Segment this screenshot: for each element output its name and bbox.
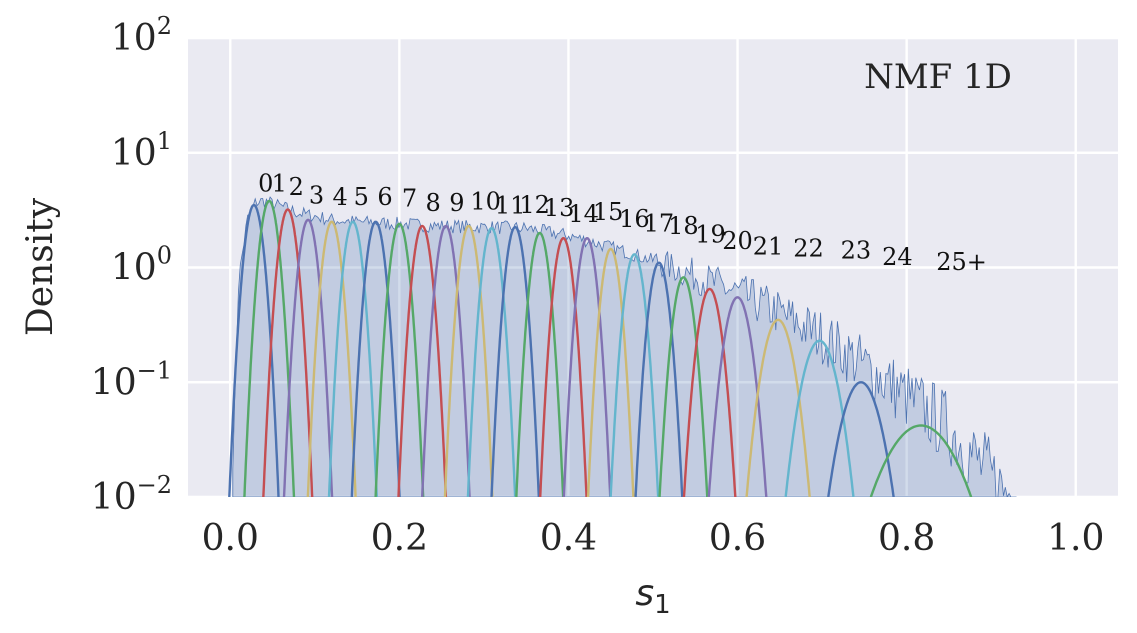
component-curve bbox=[262, 208, 314, 497]
annotation-label: NMF 1D bbox=[864, 57, 1012, 97]
component-label: 11 bbox=[495, 192, 526, 220]
component-curve bbox=[869, 424, 973, 497]
component-curve bbox=[658, 276, 709, 497]
component-label: 13 bbox=[544, 194, 575, 222]
component-label: 3 bbox=[309, 182, 324, 210]
component-curve bbox=[634, 261, 684, 497]
components-group bbox=[228, 199, 973, 497]
component-curve bbox=[306, 220, 357, 497]
component-curve bbox=[562, 236, 612, 497]
y-tick-label: 10−1 bbox=[91, 356, 172, 403]
x-axis-label: s1 bbox=[635, 573, 670, 620]
component-curve bbox=[707, 296, 768, 497]
component-curve bbox=[350, 220, 401, 497]
component-label: 7 bbox=[402, 185, 417, 213]
component-label: 17 bbox=[644, 210, 675, 238]
component-curve bbox=[586, 247, 635, 497]
component-curve bbox=[682, 287, 737, 497]
x-axis-subscript: 1 bbox=[654, 590, 671, 620]
component-label: 1 bbox=[272, 169, 287, 197]
component-curve bbox=[228, 203, 280, 497]
component-curve bbox=[282, 218, 334, 497]
component-curve bbox=[443, 224, 494, 497]
component-curve bbox=[827, 381, 895, 497]
y-axis-label: Density bbox=[20, 197, 61, 336]
x-tick-label: 0.6 bbox=[709, 518, 766, 559]
component-label: 18 bbox=[668, 212, 699, 240]
component-curve bbox=[609, 253, 660, 497]
component-label: 15 bbox=[593, 198, 624, 226]
component-label: 4 bbox=[333, 183, 348, 211]
x-tick-label: 0.0 bbox=[202, 518, 259, 559]
component-label: 14 bbox=[568, 200, 599, 228]
component-label: 8 bbox=[426, 189, 441, 217]
component-label: 5 bbox=[354, 183, 369, 211]
y-tick-label: 101 bbox=[111, 127, 172, 174]
component-label: 24 bbox=[882, 243, 913, 271]
component-label: 19 bbox=[695, 221, 726, 249]
component-curve bbox=[784, 339, 855, 497]
component-curve bbox=[397, 224, 448, 497]
component-label: 12 bbox=[519, 191, 550, 219]
component-curve bbox=[327, 220, 379, 497]
component-label: 22 bbox=[793, 234, 824, 262]
component-curve bbox=[420, 224, 471, 497]
y-tick-label: 102 bbox=[111, 12, 172, 59]
component-label: 2 bbox=[289, 173, 304, 201]
x-tick-labels: 0.0 0.2 0.4 0.6 0.8 1.0 bbox=[202, 518, 1105, 559]
component-curve bbox=[243, 199, 296, 497]
component-curve bbox=[466, 226, 517, 497]
y-tick-labels: 10−2 10−1 100 101 102 bbox=[91, 12, 172, 518]
x-tick-label: 1.0 bbox=[1047, 518, 1104, 559]
component-label: 9 bbox=[449, 189, 464, 217]
y-tick-label: 10−2 bbox=[91, 471, 172, 518]
component-label: 25+ bbox=[936, 248, 987, 276]
x-tick-label: 0.4 bbox=[540, 518, 597, 559]
x-axis-symbol: s bbox=[635, 573, 654, 614]
component-curve bbox=[515, 231, 565, 497]
x-tick-label: 0.2 bbox=[371, 518, 428, 559]
y-tick-label: 100 bbox=[111, 242, 172, 289]
x-tick-label: 0.8 bbox=[878, 518, 935, 559]
component-curve bbox=[374, 222, 425, 497]
component-label: 0 bbox=[258, 169, 273, 197]
component-label: 6 bbox=[377, 183, 392, 211]
component-curve bbox=[745, 318, 811, 497]
component-label: 16 bbox=[619, 205, 650, 233]
component-label: 20 bbox=[722, 227, 753, 255]
component-label: 23 bbox=[841, 236, 872, 264]
component-label: 10 bbox=[470, 188, 501, 216]
component-label: 21 bbox=[753, 232, 784, 260]
component-curve bbox=[539, 236, 588, 497]
component-curve bbox=[490, 225, 541, 497]
